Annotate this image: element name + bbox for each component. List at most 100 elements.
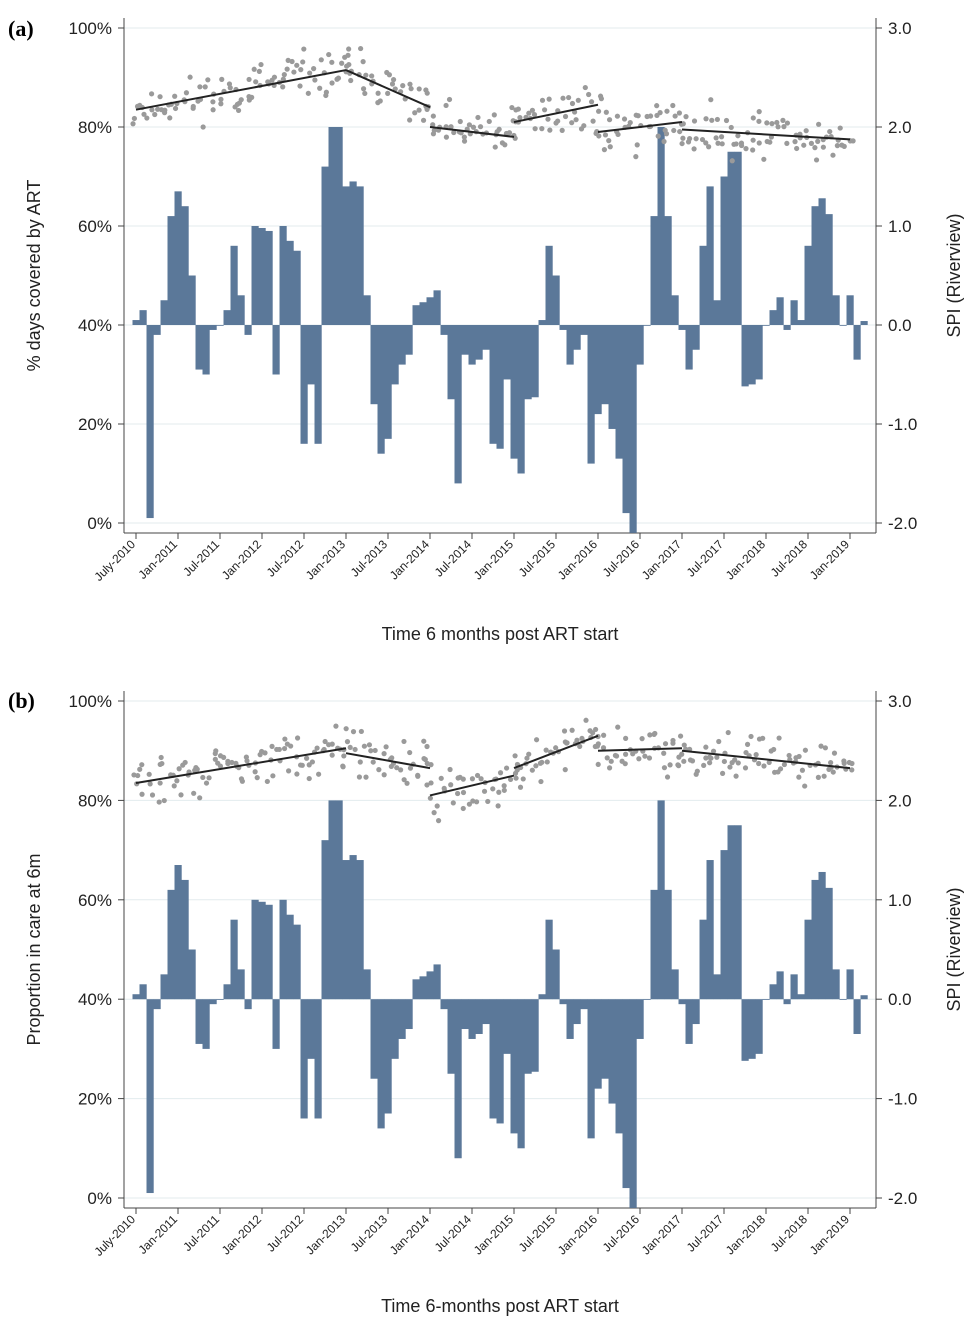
left-tick-label: 20% bbox=[78, 415, 112, 434]
coverage-point bbox=[815, 774, 821, 780]
x-axis-title: Time 6-months post ART start bbox=[381, 1296, 619, 1316]
spi-bar bbox=[230, 919, 238, 1000]
coverage-point bbox=[670, 737, 676, 744]
spi-bar bbox=[517, 999, 525, 1149]
coverage-point bbox=[264, 778, 270, 785]
coverage-point bbox=[679, 140, 685, 147]
coverage-point bbox=[515, 106, 521, 112]
coverage-point bbox=[217, 763, 224, 769]
spi-bar bbox=[804, 245, 812, 325]
coverage-point bbox=[729, 158, 735, 164]
coverage-point bbox=[661, 765, 668, 771]
coverage-point bbox=[258, 61, 264, 68]
coverage-point bbox=[677, 733, 684, 739]
coverage-point bbox=[455, 790, 461, 797]
spi-bar bbox=[664, 216, 672, 325]
spi-bar bbox=[797, 994, 805, 1000]
spi-bar bbox=[545, 919, 553, 1000]
coverage-point bbox=[401, 738, 407, 745]
trend-segment bbox=[429, 774, 515, 797]
x-tick-label: Jan-2012 bbox=[219, 1212, 265, 1258]
coverage-point bbox=[218, 101, 224, 107]
chart-svg-a: 0% 20% 40% 60% 80% 100% -2.0 -1.0 0.0 1.0 2.0 3.0 Ju… bbox=[24, 18, 964, 644]
coverage-point bbox=[533, 737, 540, 743]
spi-bar bbox=[307, 325, 315, 385]
coverage-point bbox=[834, 143, 840, 149]
spi-bar bbox=[510, 325, 518, 459]
spi-bar bbox=[622, 325, 630, 514]
spi-bar bbox=[643, 999, 651, 1000]
spi-bar bbox=[825, 214, 833, 325]
coverage-point bbox=[460, 776, 466, 782]
coverage-point bbox=[559, 127, 565, 133]
spi-bar bbox=[398, 999, 406, 1039]
coverage-point bbox=[360, 59, 366, 65]
coverage-point bbox=[157, 94, 163, 100]
coverage-point bbox=[796, 753, 802, 760]
spi-bar bbox=[146, 999, 154, 1194]
x-axis-title: Time 6 months post ART start bbox=[382, 624, 619, 644]
coverage-point bbox=[252, 769, 258, 775]
coverage-point bbox=[191, 790, 197, 796]
coverage-point bbox=[539, 126, 545, 132]
spi-bar bbox=[797, 320, 805, 325]
right-tick-label: 0.0 bbox=[888, 316, 912, 335]
spi-bar bbox=[265, 904, 273, 1000]
coverage-point bbox=[602, 132, 609, 138]
coverage-point bbox=[681, 742, 687, 748]
spi-bar bbox=[314, 999, 322, 1119]
coverage-point bbox=[172, 93, 178, 99]
coverage-point bbox=[545, 116, 551, 122]
coverage-point bbox=[594, 743, 601, 749]
coverage-point bbox=[193, 765, 199, 771]
spi-bar bbox=[734, 825, 742, 1000]
trend-segment bbox=[135, 747, 347, 784]
spi-bar bbox=[363, 969, 371, 1000]
x-tick-label: Jan-2019 bbox=[807, 1212, 853, 1258]
coverage-point bbox=[358, 45, 364, 52]
coverage-point bbox=[470, 124, 477, 130]
coverage-point bbox=[448, 782, 454, 788]
spi-bar bbox=[510, 999, 518, 1134]
coverage-point bbox=[450, 800, 456, 806]
coverage-point bbox=[424, 760, 430, 767]
x-tick-label: Jan-2016 bbox=[555, 537, 601, 583]
spi-bar bbox=[300, 999, 308, 1119]
spi-bar bbox=[608, 999, 616, 1104]
spi-bar bbox=[181, 879, 189, 1000]
coverage-point bbox=[569, 120, 575, 126]
spi-bar bbox=[244, 325, 252, 335]
coverage-point bbox=[284, 66, 290, 72]
spi-bar bbox=[594, 999, 602, 1089]
spi-bar bbox=[720, 850, 728, 1000]
coverage-point bbox=[312, 77, 318, 83]
coverage-point bbox=[202, 84, 208, 90]
spi-bar bbox=[692, 999, 700, 1025]
coverage-point bbox=[362, 90, 368, 97]
coverage-point bbox=[297, 83, 303, 89]
coverage-point bbox=[339, 60, 345, 66]
coverage-point bbox=[513, 775, 519, 781]
coverage-point bbox=[766, 759, 772, 766]
coverage-point bbox=[376, 767, 382, 773]
coverage-point bbox=[251, 66, 257, 72]
spi-bar bbox=[167, 216, 175, 325]
coverage-point bbox=[769, 121, 775, 127]
coverage-point bbox=[340, 763, 346, 769]
coverage-point bbox=[344, 63, 350, 69]
coverage-point bbox=[670, 102, 676, 109]
spi-bar bbox=[580, 325, 588, 335]
right-tick-label: 3.0 bbox=[888, 692, 912, 711]
coverage-point bbox=[714, 754, 720, 760]
coverage-point bbox=[386, 72, 392, 78]
trend-segment bbox=[597, 121, 683, 133]
coverage-point bbox=[152, 111, 158, 118]
spi-bar bbox=[363, 295, 371, 325]
spi-bar bbox=[160, 300, 168, 325]
spi-bars bbox=[132, 800, 868, 1208]
coverage-point bbox=[774, 119, 780, 126]
coverage-point bbox=[803, 128, 809, 134]
spi-bar bbox=[853, 325, 861, 360]
coverage-point bbox=[828, 760, 834, 766]
spi-bar bbox=[678, 325, 686, 330]
